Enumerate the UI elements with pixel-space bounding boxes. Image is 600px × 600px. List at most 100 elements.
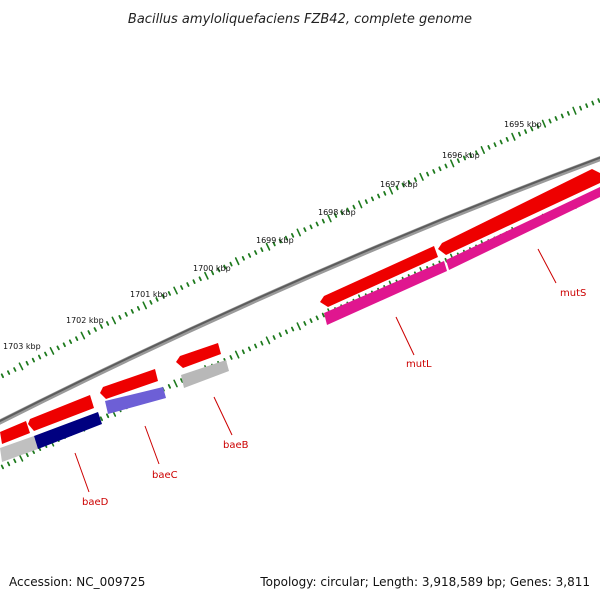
label-line-baeC [144,425,160,465]
outer-major-tick [357,200,363,209]
inner-minor-tick [315,315,319,321]
inner-minor-tick [0,464,4,470]
outer-major-tick [419,172,424,181]
outer-minor-tick [99,324,103,329]
outer-minor-tick [560,113,564,119]
backbone-shadow [0,156,600,423]
inner-major-tick [18,453,24,462]
outer-minor-tick [106,321,110,326]
inner-minor-tick [254,343,258,349]
outer-major-tick [388,186,394,195]
outer-tick-track [0,98,600,379]
inner-minor-tick [106,413,110,419]
inner-minor-tick [303,321,307,326]
outer-major-tick [49,346,55,355]
outer-minor-tick [432,169,436,174]
gene-label-baeC: baeC [152,470,178,481]
outer-minor-tick [118,314,122,320]
gene-arrow-baeD [28,395,94,431]
gene-arrow-mutL [320,246,438,307]
outer-minor-tick [579,105,583,111]
inner-minor-tick [13,458,17,464]
outer-minor-tick [124,311,128,317]
scale-label-1699: 1699 kbp [256,236,294,245]
outer-major-tick [541,119,547,128]
outer-minor-tick [493,142,497,148]
scale-labels: 1695 kbp 1696 kbp 1697 kbp 1698 kbp 1699… [3,120,542,351]
outer-minor-tick [217,267,221,273]
label-line-mutL [395,316,415,356]
outer-minor-tick [456,158,460,164]
outer-minor-tick [340,210,344,216]
inner-minor-tick [180,378,184,383]
outer-minor-tick [370,196,375,202]
inner-minor-tick [7,461,11,467]
outer-minor-tick [597,98,600,103]
rna-segment-mutL [324,261,447,325]
inner-minor-tick [167,383,172,389]
outer-minor-tick [13,367,17,372]
outer-minor-tick [315,221,319,227]
outer-minor-tick [229,261,233,267]
outer-minor-tick [518,131,521,137]
outer-minor-tick [87,330,91,335]
outer-major-tick [511,132,516,141]
outer-minor-tick [180,285,184,290]
outer-minor-tick [395,185,399,191]
outer-minor-tick [198,276,202,282]
scale-label-1697: 1697 kbp [380,180,418,189]
outer-minor-tick [284,235,289,241]
gene-labels: baeD baeC baeB mutL mutS [82,288,586,508]
outer-minor-tick [554,116,558,121]
inner-minor-tick [229,355,233,360]
outer-minor-tick [475,150,479,156]
outer-minor-tick [591,100,595,106]
outer-major-tick [80,331,86,340]
outer-minor-tick [254,250,258,255]
gene-arrow-left [0,421,30,444]
outer-minor-tick [566,111,570,116]
outer-major-tick [173,286,178,295]
inner-minor-tick [25,452,29,458]
outer-minor-tick [278,238,282,244]
outer-minor-tick [93,327,97,332]
inner-minor-tick [247,346,252,352]
gene-arrow-baeB [176,343,221,368]
inner-minor-tick [241,349,245,355]
accession-text: Accession: NC_009725 [9,575,145,589]
outer-minor-tick [260,247,264,253]
genome-backbone [0,156,600,425]
gene-label-lines [74,248,557,493]
outer-minor-tick [272,241,276,247]
outer-minor-tick [487,144,491,150]
outer-minor-tick [530,126,534,132]
outer-minor-tick [444,163,448,169]
rna-segment-baeD [34,412,102,449]
outer-major-tick [572,106,577,115]
outer-minor-tick [524,129,528,134]
inner-minor-tick [260,340,264,346]
scale-label-1702: 1702 kbp [66,316,104,325]
outer-major-tick [111,316,117,325]
rna-segment-mutS [446,187,600,270]
outer-minor-tick [0,373,4,379]
scale-label-1701: 1701 kbp [130,290,168,299]
inner-major-tick [234,350,240,359]
inner-major-tick [265,336,271,345]
outer-minor-tick [241,255,245,261]
inner-major-tick [296,322,302,331]
outer-minor-tick [377,193,381,199]
gene-label-mutS: mutS [560,288,586,299]
outer-minor-tick [31,357,35,363]
outer-tick-marks [0,98,600,379]
outer-major-tick [296,228,302,237]
outer-minor-tick [383,190,387,196]
outer-minor-tick [426,171,430,177]
outer-minor-tick [186,282,190,287]
outer-minor-tick [75,336,79,342]
rna-segment-left [0,436,38,462]
topology-text: Topology: circular; Length: 3,918,589 bp… [259,575,590,589]
inner-minor-tick [309,318,313,324]
outer-minor-tick [56,345,60,351]
